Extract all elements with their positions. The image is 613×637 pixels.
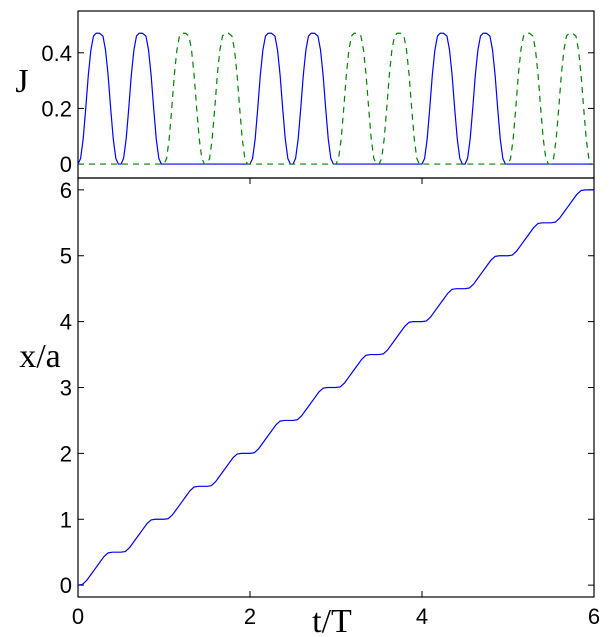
displacement-y-tick-label: 3	[60, 376, 72, 401]
displacement-series	[77, 189, 594, 586]
displacement-y-tick-label: 0	[60, 573, 72, 598]
time-x-tick-label: 4	[416, 604, 428, 629]
current-panel: 0 0.2 0.4 J	[15, 10, 595, 179]
time-x-tick-label: 0	[72, 604, 84, 629]
displacement-series-solid-line	[77, 189, 594, 586]
current-y-axis-label: J	[15, 63, 28, 100]
time-x-tick-label: 6	[588, 604, 600, 629]
current-series	[77, 32, 594, 165]
displacement-y-axis-label: x/a	[19, 338, 61, 375]
displacement-y-tick-label: 2	[60, 441, 72, 466]
current-series-dashed-line	[78, 32, 594, 165]
current-y-ticks: 0 0.2 0.4	[41, 41, 594, 177]
displacement-y-tick-label: 5	[60, 244, 72, 269]
displacement-y-tick-label: 1	[60, 507, 72, 532]
displacement-y-tick-label: 6	[60, 178, 72, 203]
time-x-axis-label: t/T	[312, 603, 352, 637]
displacement-y-ticks: 0 1 2 3 4 5 6	[60, 178, 594, 598]
current-y-tick-label: 0	[60, 152, 72, 177]
current-series-solid-line	[77, 32, 594, 165]
displacement-y-tick-label: 4	[60, 310, 72, 335]
current-y-tick-label: 0.4	[41, 41, 72, 66]
time-x-ticks: 0 2 4 6	[72, 178, 600, 629]
current-y-tick-label: 0.2	[41, 96, 72, 121]
displacement-panel: 0 1 2 3 4 5 6 0 2 4 6 x/a t/T	[19, 177, 600, 637]
time-x-tick-label: 2	[244, 604, 256, 629]
